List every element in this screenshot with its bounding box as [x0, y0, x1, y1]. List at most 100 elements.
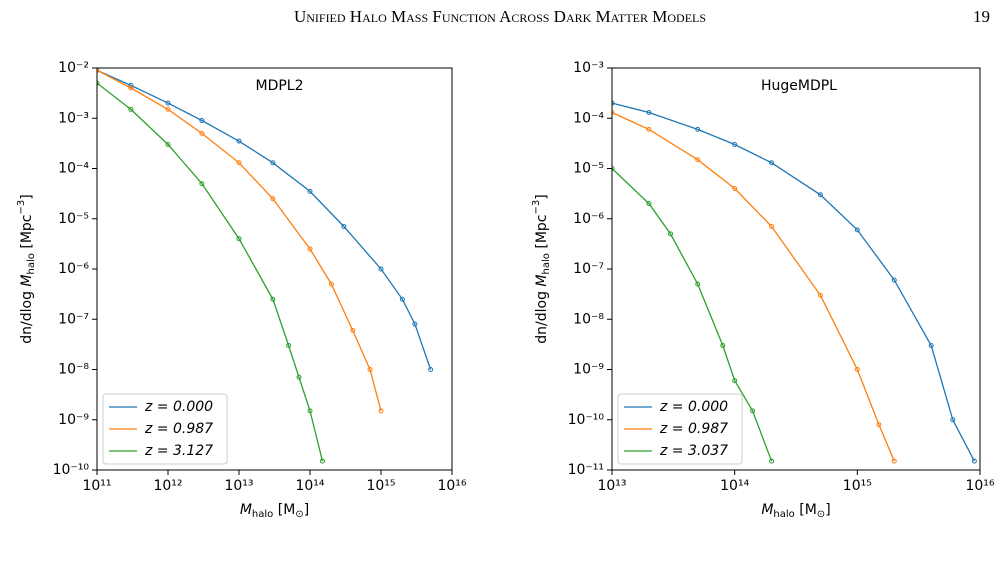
- data-point: [286, 343, 292, 349]
- y-tick-label: 10⁻⁶: [573, 211, 604, 227]
- y-tick-label: 10⁻¹¹: [568, 462, 604, 478]
- x-tick-label: 10¹³: [224, 478, 253, 494]
- data-point: [428, 367, 434, 372]
- data-point: [236, 236, 242, 242]
- y-tick-label: 10⁻⁵: [58, 211, 89, 227]
- fit-line: [97, 82, 324, 462]
- label-part: ]: [304, 502, 309, 518]
- data-point: [612, 166, 615, 171]
- data-point: [307, 188, 313, 194]
- label-part: ]: [534, 194, 550, 199]
- data-point: [296, 374, 302, 380]
- data-point: [646, 110, 652, 116]
- y-tick-label: 10⁻⁵: [573, 161, 604, 177]
- plot-area: [97, 68, 434, 464]
- panel-title: HugeMDPL: [761, 78, 837, 94]
- label-part: [M: [795, 502, 817, 518]
- data-point: [97, 80, 100, 86]
- data-point: [97, 68, 100, 73]
- data-point: [612, 100, 615, 106]
- data-point: [165, 106, 171, 112]
- y-tick-label: 10⁻³: [573, 60, 604, 76]
- data-point: [270, 196, 276, 202]
- y-tick-label: 10⁻⁷: [58, 311, 89, 327]
- data-point: [612, 110, 615, 116]
- data-point: [928, 343, 934, 349]
- data-point: [412, 321, 418, 327]
- y-tick-label: 10⁻⁴: [573, 110, 604, 126]
- data-point: [350, 327, 356, 333]
- data-point: [732, 185, 738, 191]
- x-tick-label: 10¹⁶: [965, 478, 994, 494]
- y-tick-label: 10⁻⁸: [573, 311, 604, 327]
- data-point: [646, 201, 652, 207]
- fit-line: [97, 69, 432, 370]
- legend-box: [617, 393, 743, 465]
- y-tick-label: 10⁻⁶: [58, 261, 89, 277]
- label-part: halo: [252, 509, 273, 520]
- data-point: [378, 266, 384, 272]
- fit-line: [612, 168, 773, 462]
- data-point: [399, 296, 405, 302]
- data-point: [199, 130, 205, 136]
- data-point: [854, 227, 860, 233]
- data-point: [128, 85, 134, 91]
- y-tick-label: 10⁻⁴: [58, 161, 89, 177]
- label-part: ⊙: [817, 509, 825, 520]
- label-part: M: [761, 502, 773, 518]
- page-number: 19: [973, 7, 990, 26]
- data-point: [854, 367, 860, 372]
- data-point: [378, 408, 384, 414]
- axes-frame: [96, 67, 453, 471]
- data-point: [695, 157, 701, 163]
- y-tick-label: 10⁻⁹: [58, 412, 89, 428]
- data-point: [891, 458, 897, 464]
- data-point: [732, 142, 738, 148]
- data-point: [891, 277, 897, 283]
- data-point: [732, 378, 738, 384]
- label-part: dn/dlog: [534, 287, 550, 344]
- label-part: halo: [773, 509, 794, 520]
- data-point: [817, 192, 823, 198]
- label-part: ]: [825, 502, 830, 518]
- fit-line: [612, 111, 895, 462]
- label-part: ]: [19, 194, 35, 199]
- label-part: −3: [531, 200, 542, 215]
- data-point: [769, 458, 775, 464]
- data-point: [199, 181, 205, 187]
- y-tick-label: 10⁻¹⁰: [568, 412, 605, 428]
- label-part: [M: [273, 502, 295, 518]
- label-part: M: [240, 502, 252, 518]
- y-axis-label: dn/dlog Mhalo [Mpc−3]: [16, 194, 37, 343]
- data-point: [307, 246, 313, 252]
- label-part: [Mpc: [534, 215, 550, 254]
- y-tick-label: 10⁻²: [58, 60, 89, 76]
- chart: 10¹¹ 10¹² 10¹³ 10¹⁴ 10¹⁵ 10¹⁶ 10⁻¹⁰ 10⁻⁹ 10⁻⁸ 10⁻…: [16, 60, 467, 520]
- fit-line: [97, 69, 382, 412]
- data-point: [950, 417, 956, 423]
- data-point: [668, 231, 674, 237]
- x-axis-label: Mhalo [M⊙]: [761, 502, 830, 520]
- data-point: [341, 224, 347, 230]
- label-part: halo: [26, 253, 37, 274]
- label-part: [Mpc: [19, 215, 35, 254]
- y-tick-label: 10⁻⁸: [58, 362, 89, 378]
- panel-title: MDPL2: [255, 78, 303, 94]
- label-part: M: [534, 274, 550, 286]
- y-axis-label: dn/dlog Mhalo [Mpc−3]: [531, 194, 552, 343]
- data-point: [876, 422, 882, 428]
- data-point: [695, 281, 701, 287]
- data-point: [165, 142, 171, 148]
- chart: 10¹³ 10¹⁴ 10¹⁵ 10¹⁶ 10⁻¹¹ 10⁻¹⁰ 10⁻⁹ 10⁻⁸ 10⁻⁷ 10…: [531, 60, 995, 520]
- legend-label: z = 3.037: [659, 443, 728, 459]
- x-tick-label: 10¹⁶: [437, 478, 466, 494]
- data-point: [236, 160, 242, 166]
- y-tick-label: 10⁻¹⁰: [53, 462, 90, 478]
- x-tick-label: 10¹⁴: [720, 478, 749, 494]
- x-tick-label: 10¹⁵: [366, 478, 395, 494]
- axes-frame: [611, 67, 981, 471]
- data-point: [165, 100, 171, 106]
- x-tick-label: 10¹²: [153, 478, 182, 494]
